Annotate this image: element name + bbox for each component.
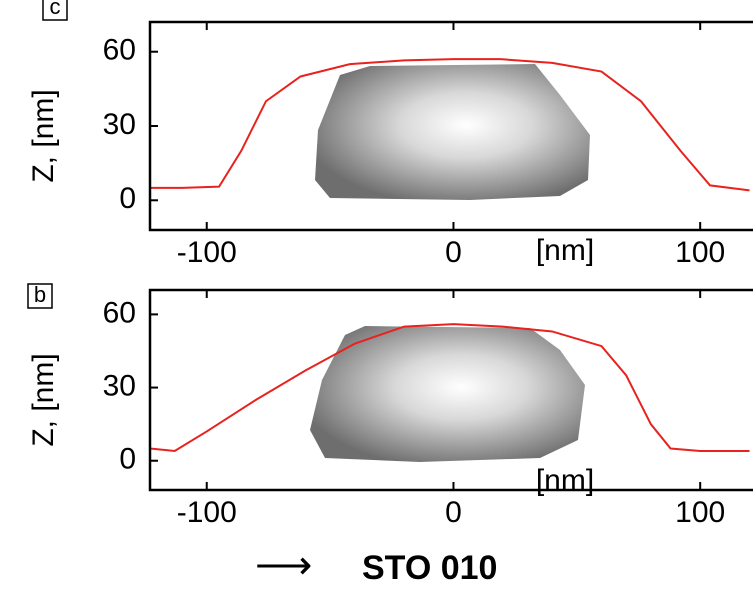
x-tick-label: -100: [177, 236, 237, 269]
page: ⟶ 0 30 60 -100 0 100 Z, [nm] [nm] c 0 30 60 -100 0 100…: [0, 0, 753, 605]
y-tick-label: 30: [103, 369, 136, 402]
y-axis-label: Z, [nm]: [27, 353, 60, 446]
annotation: STO 010: [362, 549, 497, 587]
x-tick-label: 100: [675, 236, 725, 269]
y-tick-label: 0: [119, 182, 136, 215]
panel-label: c: [50, 0, 61, 19]
x-unit-label: [nm]: [536, 234, 594, 267]
y-tick-label: 60: [103, 296, 136, 329]
y-axis-label: Z, [nm]: [27, 89, 60, 182]
arrow: ⟶: [255, 544, 312, 588]
particle-image: [315, 64, 590, 200]
x-tick-label: -100: [177, 496, 237, 529]
x-tick-label: 0: [445, 496, 462, 529]
y-tick-label: 60: [103, 34, 136, 67]
y-tick-label: 0: [119, 443, 136, 476]
panel-label: b: [34, 282, 46, 307]
x-tick-label: 100: [675, 496, 725, 529]
y-tick-label: 30: [103, 108, 136, 141]
x-tick-label: 0: [445, 236, 462, 269]
x-unit-label: [nm]: [536, 464, 594, 497]
figure: ⟶ 0 30 60 -100 0 100 Z, [nm] [nm] c 0 30 60 -100 0 100…: [0, 0, 753, 600]
